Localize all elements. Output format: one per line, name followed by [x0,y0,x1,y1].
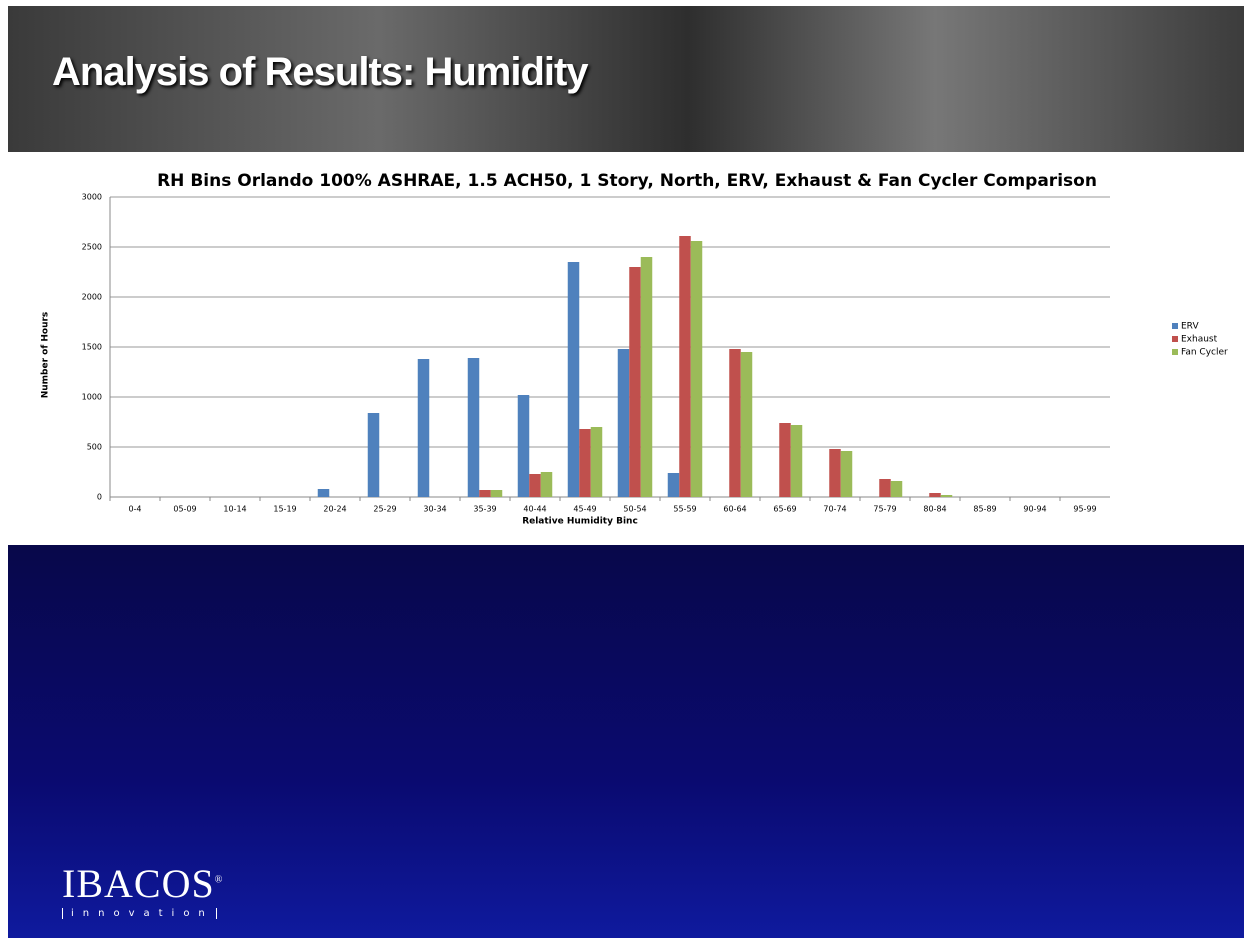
bar [940,495,953,497]
logo: IBACOS® [62,860,223,907]
y-tick-label: 3000 [82,193,102,202]
logo-mark: ® [214,874,224,886]
logo-tagline: innovation [62,908,217,919]
x-tick-label: 0-4 [128,505,141,514]
bar [829,449,841,497]
bar [740,352,753,497]
x-tick-label: 65-69 [773,505,796,514]
bar [679,236,691,497]
bar [490,490,503,497]
x-tick-label: 70-74 [823,505,846,514]
x-tick-label: 80-84 [923,505,946,514]
x-tick-label: 35-39 [473,505,496,514]
header-banner [8,6,1244,152]
x-tick-label: 75-79 [873,505,896,514]
y-tick-label: 1500 [82,343,102,352]
x-tick-label: 55-59 [673,505,696,514]
y-tick-label: 2500 [82,243,102,252]
bar [840,451,853,497]
bar [617,349,630,497]
bar [417,359,430,497]
bar [890,481,903,497]
y-tick-label: 500 [87,443,102,452]
legend-swatch [1172,349,1178,355]
bar [779,423,791,497]
y-tick-label: 1000 [82,393,102,402]
y-axis-label: Number of Hours [41,312,51,399]
x-axis-label: Relative Humidity Binc [522,517,638,527]
x-tick-label: 10-14 [223,505,246,514]
bar [667,473,680,497]
x-tick-label: 45-49 [573,505,596,514]
bar [517,395,530,497]
legend-label: ERV [1181,322,1199,332]
legend-label: Exhaust [1181,335,1218,345]
bar [690,241,703,497]
bar [790,425,803,497]
x-tick-label: 05-09 [173,505,196,514]
y-tick-label: 2000 [82,293,102,302]
x-tick-label: 20-24 [323,505,346,514]
bar [579,429,591,497]
x-tick-label: 30-34 [423,505,446,514]
x-tick-label: 50-54 [623,505,646,514]
bar [567,262,580,497]
bar [367,413,380,497]
x-tick-label: 60-64 [723,505,746,514]
bar [540,472,553,497]
legend-swatch [1172,336,1178,342]
slide-title: Analysis of Results: Humidity [52,50,589,94]
x-tick-label: 40-44 [523,505,546,514]
bar [529,474,541,497]
bar [640,257,653,497]
x-tick-label: 90-94 [1023,505,1046,514]
logo-name: IBACOS [62,861,215,906]
bar [879,479,891,497]
x-tick-label: 25-29 [373,505,396,514]
x-tick-label: 95-99 [1073,505,1096,514]
bar [479,490,491,497]
bar [629,267,641,497]
bar [317,489,330,497]
bar [929,493,941,497]
bar [729,349,741,497]
footer-panel [8,545,1244,938]
y-tick-label: 0 [97,493,102,502]
x-tick-label: 85-89 [973,505,996,514]
bar [467,358,480,497]
bar [590,427,603,497]
x-tick-label: 15-19 [273,505,296,514]
legend-label: Fan Cycler [1181,348,1228,358]
legend-swatch [1172,323,1178,329]
chart-title: RH Bins Orlando 100% ASHRAE, 1.5 ACH50, … [157,171,1097,191]
